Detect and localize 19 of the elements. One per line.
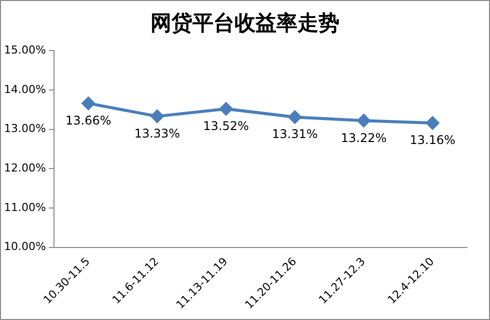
y-tick-label: 14.00% — [4, 82, 46, 96]
point — [150, 110, 164, 123]
point — [357, 114, 370, 128]
y-tick-label: 12.00% — [4, 161, 46, 174]
data-label: 13.31% — [272, 127, 318, 142]
point — [220, 102, 233, 116]
point — [426, 116, 440, 130]
y-tick-label: 13.00% — [4, 122, 46, 136]
chart-title: 网贷平台收益率走势 — [150, 10, 340, 37]
point — [288, 110, 302, 124]
y-tick-label: 11.00% — [4, 200, 46, 214]
data-label: 13.66% — [65, 113, 112, 128]
data-label: 13.33% — [134, 126, 180, 140]
data-label: 13.22% — [340, 130, 387, 145]
data-label: 13.16% — [410, 133, 456, 148]
point — [82, 96, 95, 110]
y-tick-label: 10.00% — [4, 240, 46, 254]
data-label: 13.52% — [203, 118, 249, 133]
y-tick-label: 15.00% — [4, 43, 46, 56]
